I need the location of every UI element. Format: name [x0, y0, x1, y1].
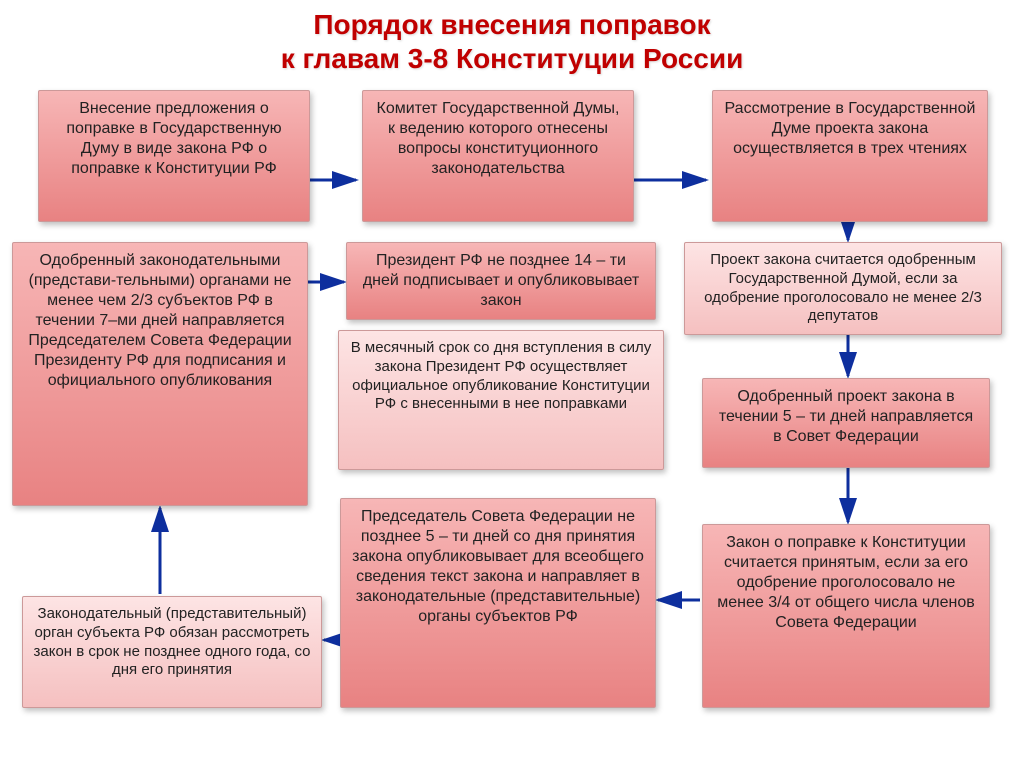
- flow-box-b7: Председатель Совета Федерации не позднее…: [340, 498, 656, 708]
- flow-box-b5: Одобренный проект закона в течении 5 – т…: [702, 378, 990, 468]
- flow-box-text: Рассмотрение в Государственной Думе прое…: [725, 100, 976, 157]
- flow-box-text: Проект закона считается одобренным Госуд…: [704, 251, 982, 324]
- flow-box-b2: Комитет Государственной Думы, к ведению …: [362, 90, 634, 222]
- flow-box-b9: Одобренный законодательными (представи-т…: [12, 242, 308, 506]
- flow-box-text: Закон о поправке к Конституции считается…: [717, 534, 975, 631]
- flow-box-b6: Закон о поправке к Конституции считается…: [702, 524, 990, 708]
- title-line-2: к главам 3-8 Конституции России: [281, 43, 744, 74]
- flow-box-b4: Проект закона считается одобренным Госуд…: [684, 242, 1002, 335]
- flow-box-b3: Рассмотрение в Государственной Думе прое…: [712, 90, 988, 222]
- flow-box-text: В месячный срок со дня вступления в силу…: [351, 339, 652, 412]
- flow-box-text: Внесение предложения о поправке в Госуда…: [66, 100, 281, 177]
- flow-box-b8: Законодательный (представительный) орган…: [22, 596, 322, 708]
- flow-box-text: Президент РФ не позднее 14 – ти дней под…: [363, 252, 639, 309]
- flow-box-b1: Внесение предложения о поправке в Госуда…: [38, 90, 310, 222]
- flow-box-text: Одобренный проект закона в течении 5 – т…: [719, 388, 973, 445]
- flow-box-text: Законодательный (представительный) орган…: [34, 605, 311, 678]
- flow-box-text: Комитет Государственной Думы, к ведению …: [377, 100, 620, 177]
- flow-box-text: Председатель Совета Федерации не позднее…: [352, 508, 644, 625]
- flow-box-text: Одобренный законодательными (представи-т…: [28, 252, 291, 389]
- flow-box-b11: В месячный срок со дня вступления в силу…: [338, 330, 664, 470]
- title-line-1: Порядок внесения поправок: [313, 9, 710, 40]
- flow-box-b10: Президент РФ не позднее 14 – ти дней под…: [346, 242, 656, 320]
